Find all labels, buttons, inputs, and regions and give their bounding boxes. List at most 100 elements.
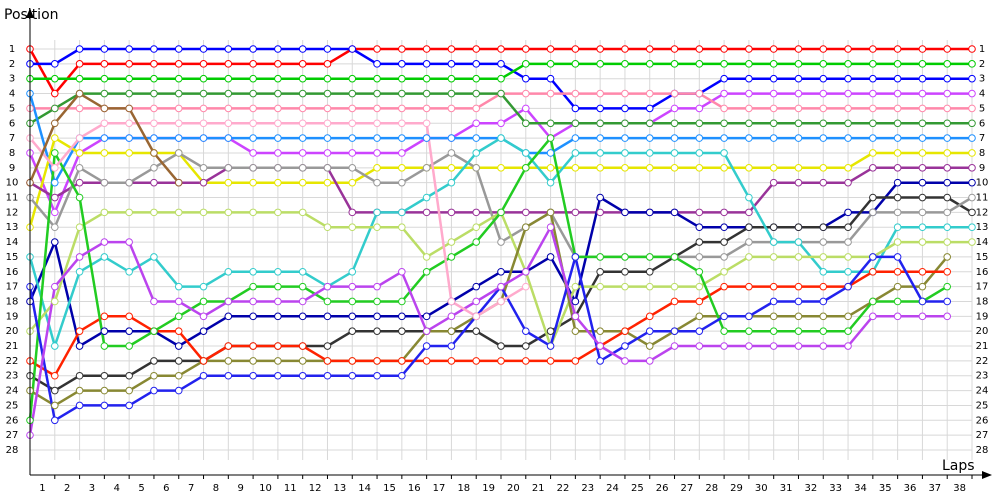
lap-point <box>745 193 753 202</box>
lap-point <box>720 208 728 217</box>
lap-point <box>968 164 976 172</box>
x-tick-label: 31 <box>780 483 793 494</box>
lap-point <box>546 253 555 261</box>
lap-point <box>75 45 84 53</box>
lap-point <box>75 371 84 380</box>
lap-point <box>497 208 505 217</box>
lap-point <box>869 253 877 261</box>
lap-point <box>670 208 679 217</box>
y-tick-label-right: 10 <box>976 178 989 189</box>
lap-point <box>869 119 877 128</box>
x-tick-label: 28 <box>705 483 718 494</box>
lap-point <box>943 253 952 261</box>
x-tick-label: 12 <box>309 483 322 494</box>
lap-point <box>422 327 431 335</box>
lap-point <box>596 208 604 217</box>
lap-point <box>695 253 704 261</box>
lap-point <box>943 89 952 98</box>
lap-point <box>199 134 208 142</box>
lap-point <box>100 104 109 113</box>
lap-point <box>968 178 976 187</box>
lap-point <box>422 45 431 53</box>
lap-point <box>100 312 109 321</box>
lap-point <box>199 297 208 306</box>
lap-point <box>298 119 307 128</box>
lap-point <box>323 342 332 350</box>
lap-point <box>422 342 431 350</box>
lap-point <box>75 164 84 172</box>
lap-point <box>373 178 381 187</box>
y-tick-label: 25 <box>6 400 19 411</box>
lap-point <box>150 164 158 172</box>
lap-point <box>769 297 778 306</box>
y-tick-label-right: 26 <box>976 415 989 426</box>
lap-point <box>968 89 976 98</box>
lap-point <box>472 208 481 217</box>
x-tick-label: 14 <box>358 483 371 494</box>
lap-point <box>398 119 406 128</box>
lap-point <box>794 238 803 246</box>
lap-point <box>943 149 952 157</box>
lap-point <box>274 208 282 217</box>
y-tick-label: 17 <box>6 282 19 293</box>
lap-point <box>794 89 803 98</box>
lap-point <box>893 119 902 128</box>
lap-point <box>645 208 654 217</box>
lap-point <box>75 267 84 276</box>
lap-point <box>621 45 629 53</box>
lap-point <box>844 104 852 113</box>
lap-point <box>174 282 183 291</box>
lap-point <box>125 386 133 395</box>
y-tick-label: 9 <box>9 163 15 174</box>
lap-point <box>844 119 852 128</box>
y-tick-label: 24 <box>6 386 19 397</box>
y-tick-label-right: 14 <box>976 237 989 248</box>
lap-point <box>323 149 332 157</box>
lap-point <box>844 327 852 335</box>
y-tick-label-right: 25 <box>976 400 989 411</box>
lap-point <box>274 89 282 98</box>
lap-point <box>323 164 332 172</box>
y-tick-label: 19 <box>6 311 19 322</box>
lap-point <box>100 89 109 98</box>
series-line <box>28 136 948 421</box>
lap-point <box>968 134 976 142</box>
lap-point <box>50 297 59 306</box>
lap-point <box>943 104 952 113</box>
lap-point <box>596 45 604 53</box>
lap-point <box>447 208 456 217</box>
lap-point <box>596 89 604 98</box>
lap-point <box>50 386 59 395</box>
lap-point <box>100 45 109 53</box>
lap-point <box>298 164 307 172</box>
lap-point <box>621 357 629 365</box>
y-tick-label: 20 <box>6 326 19 337</box>
lap-point <box>348 119 357 128</box>
lap-point <box>893 134 902 142</box>
lap-point <box>298 45 307 53</box>
y-tick-label-right: 2 <box>979 59 985 70</box>
lap-point <box>670 149 679 157</box>
y-tick-label-right: 9 <box>979 163 985 174</box>
x-tick-label: 6 <box>163 483 169 494</box>
lap-point <box>224 119 233 128</box>
lap-point <box>968 223 976 232</box>
y-tick-label-right: 1 <box>979 44 985 55</box>
lap-point <box>844 267 852 276</box>
lap-point <box>323 134 332 142</box>
lap-point <box>943 282 952 291</box>
lap-point <box>447 60 456 68</box>
lap-point <box>100 342 109 350</box>
lap-point <box>472 282 481 291</box>
lap-point <box>249 371 257 380</box>
lap-point <box>50 134 59 142</box>
lap-point <box>497 297 505 306</box>
lap-point <box>249 89 257 98</box>
lap-point <box>521 327 530 335</box>
y-tick-label: 28 <box>6 445 19 456</box>
lap-point <box>918 104 927 113</box>
lap-point <box>274 342 282 350</box>
lap-point <box>819 89 828 98</box>
lap-point <box>75 327 84 335</box>
lap-point <box>621 267 629 276</box>
